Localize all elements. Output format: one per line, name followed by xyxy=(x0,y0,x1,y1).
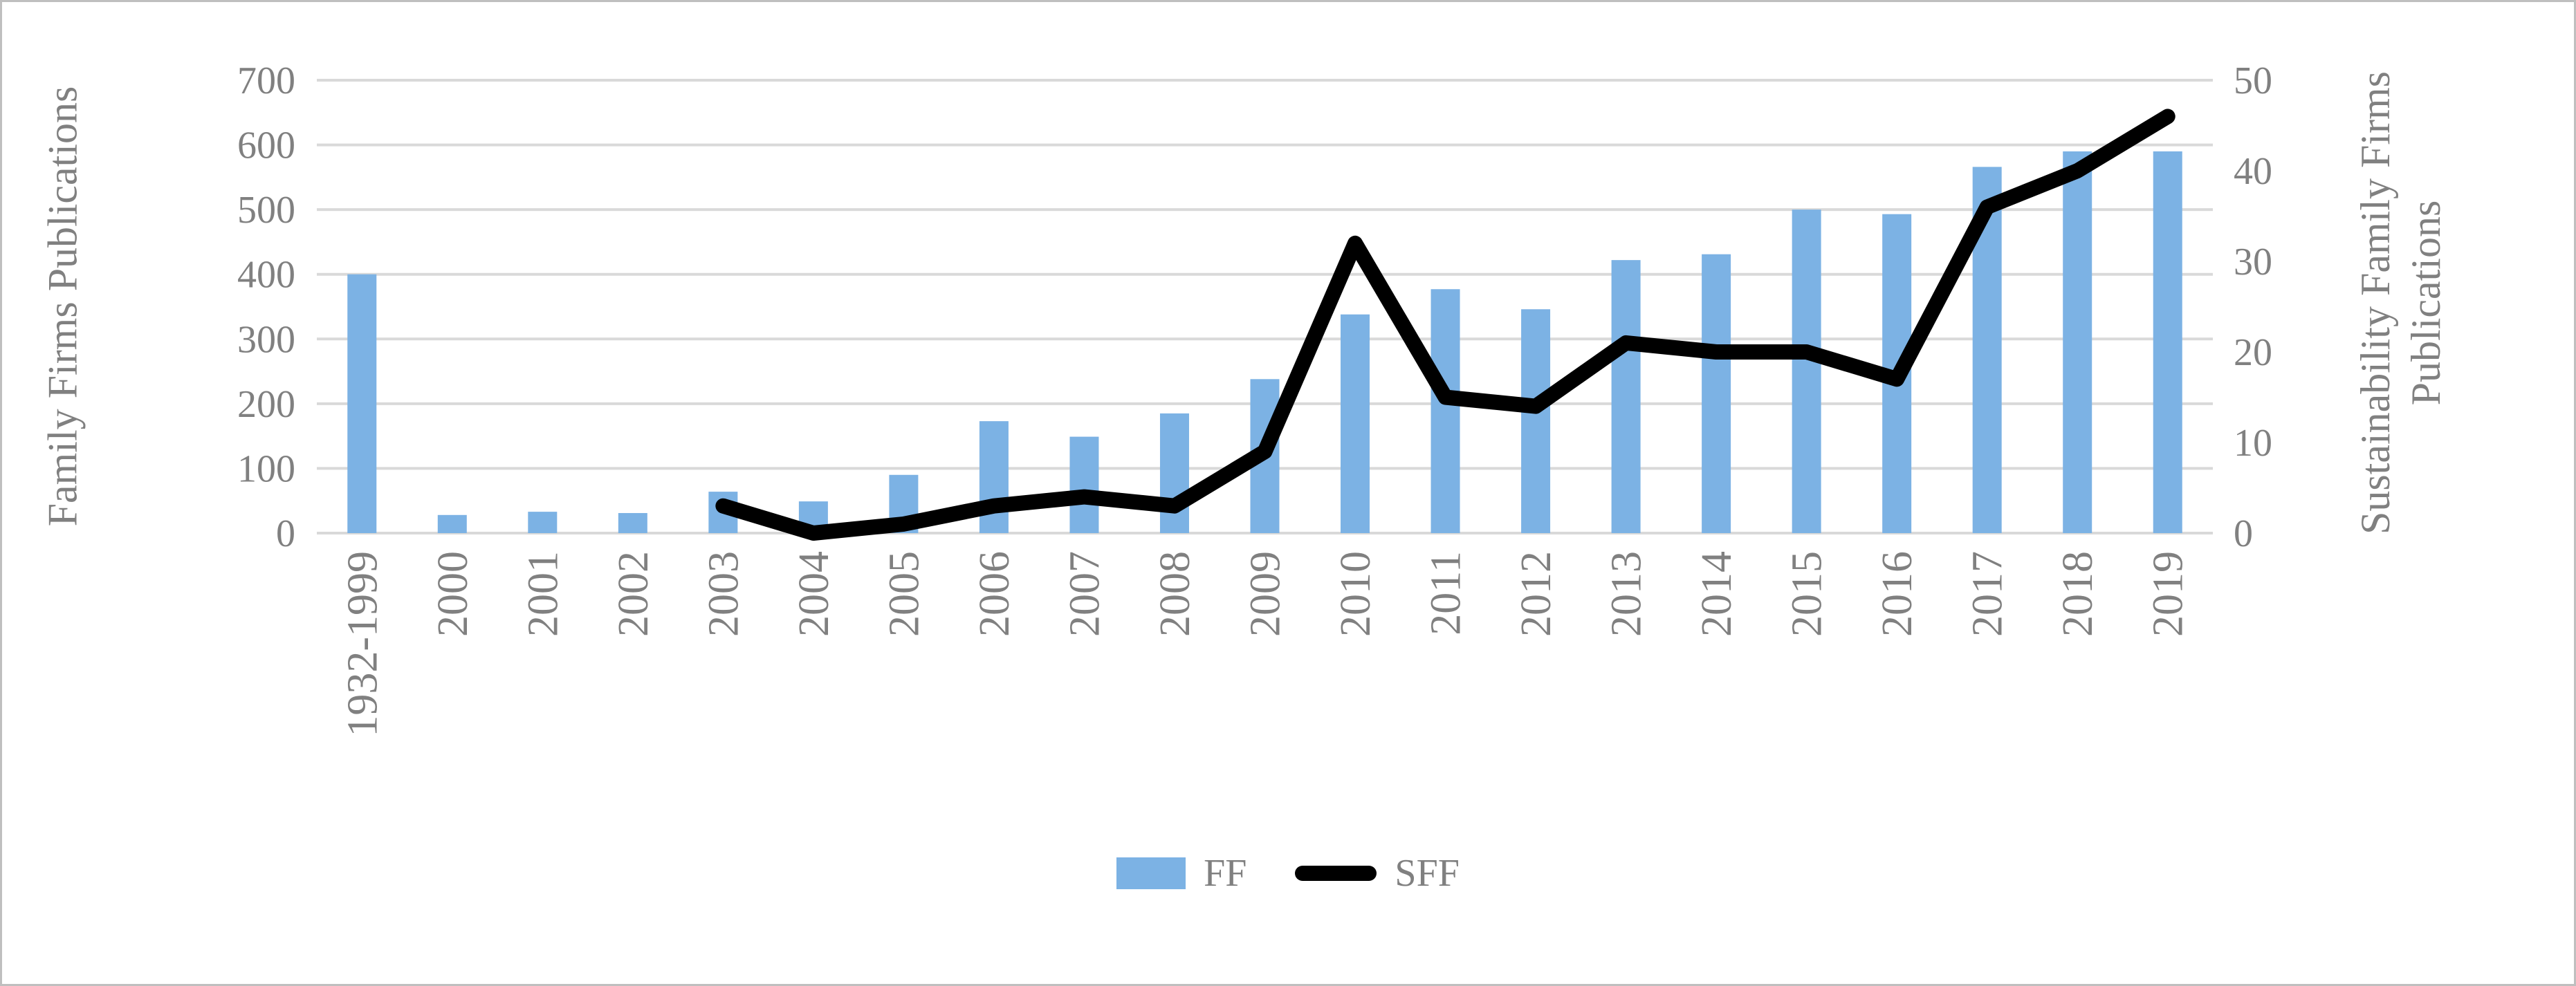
ff-bar xyxy=(1702,254,1731,533)
x-axis-label: 2010 xyxy=(1332,551,1379,637)
left-axis-tick-label: 600 xyxy=(237,124,295,167)
x-axis-label: 2016 xyxy=(1874,551,1921,637)
right-axis-tick-label: 50 xyxy=(2234,59,2272,102)
ff-bar xyxy=(618,512,647,533)
ff-bar xyxy=(347,274,377,533)
left-axis-title: Family Firms Publications xyxy=(37,86,88,527)
right-axis-title-line2: Publications xyxy=(2403,200,2449,406)
x-axis-label: 2014 xyxy=(1693,551,1740,637)
ff-bar xyxy=(2063,151,2092,533)
sff-legend-label: SFF xyxy=(1395,852,1460,895)
right-axis-title-line1: Sustainability Family Firms xyxy=(2352,71,2398,535)
legend: FF SFF xyxy=(2,851,2574,895)
x-axis-label: 2007 xyxy=(1061,551,1108,637)
x-axis-label: 2019 xyxy=(2145,551,2192,637)
right-axis-tick-label: 20 xyxy=(2234,331,2272,374)
legend-item-sff: SFF xyxy=(1295,851,1460,895)
x-axis-label: 2001 xyxy=(519,551,567,637)
x-axis-label: 2005 xyxy=(881,551,928,637)
sff-line xyxy=(715,109,2175,541)
right-axis-tick-label: 30 xyxy=(2234,241,2272,283)
ff-bar xyxy=(1341,314,1370,533)
x-axis-label: 2017 xyxy=(1965,551,2012,637)
x-axis-label: 2015 xyxy=(1784,551,1831,637)
ff-bar xyxy=(1611,260,1641,533)
ff-bar xyxy=(2153,151,2182,533)
right-axis-title: Sustainability Family Firms Publications xyxy=(2350,71,2451,534)
ff-bar xyxy=(1069,436,1099,533)
x-axis-label: 2011 xyxy=(1423,551,1470,635)
left-axis-tick-label: 700 xyxy=(237,59,295,102)
ff-bar xyxy=(528,512,558,533)
left-axis-tick-label: 500 xyxy=(237,189,295,232)
ff-legend-label: FF xyxy=(1204,852,1247,895)
ff-bar xyxy=(1792,210,1821,533)
left-axis-tick-label: 300 xyxy=(237,318,295,361)
left-axis-tick-label: 200 xyxy=(237,383,295,426)
x-axis-label: 2003 xyxy=(700,551,747,637)
x-axis-label: 2018 xyxy=(2054,551,2101,637)
left-axis-tick-label: 100 xyxy=(237,447,295,490)
ff-bar xyxy=(437,514,467,533)
ff-bar xyxy=(979,421,1009,533)
left-axis-tick-label: 400 xyxy=(237,254,295,297)
ff-bar xyxy=(1159,413,1189,533)
left-axis-title-text: Family Firms Publications xyxy=(39,86,86,527)
legend-item-ff: FF xyxy=(1116,851,1246,895)
left-axis-tick-label: 0 xyxy=(276,512,295,555)
x-axis-label: 2013 xyxy=(1603,551,1650,637)
x-axis-label: 2012 xyxy=(1513,551,1560,637)
x-axis-label: 1932-1999 xyxy=(339,551,386,737)
x-axis-label: 2002 xyxy=(610,551,657,637)
right-axis-tick-label: 40 xyxy=(2234,150,2272,193)
right-axis-tick-label: 0 xyxy=(2234,512,2253,555)
x-axis-label: 2004 xyxy=(791,551,838,637)
x-axis-label: 2006 xyxy=(971,551,1018,637)
ff-legend-swatch xyxy=(1116,857,1186,889)
right-axis-tick-label: 10 xyxy=(2234,422,2272,465)
x-axis-label: 2009 xyxy=(1242,551,1289,637)
sff-legend-swatch xyxy=(1295,866,1377,881)
x-axis-label: 2008 xyxy=(1152,551,1199,637)
ff-bar xyxy=(1521,309,1551,533)
x-axis-label: 2000 xyxy=(430,551,477,637)
ff-bar xyxy=(1430,289,1460,533)
